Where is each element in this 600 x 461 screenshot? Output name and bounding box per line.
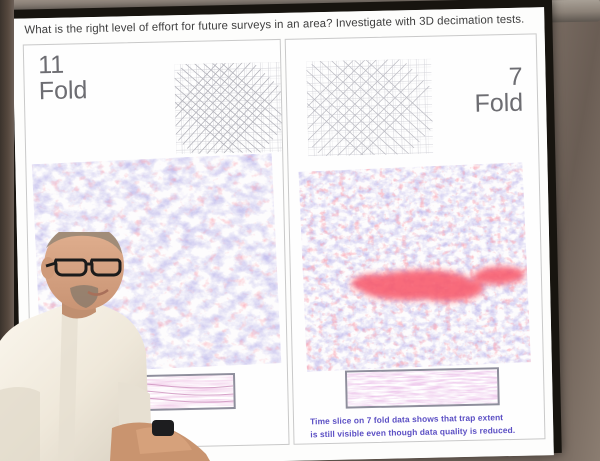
fold-number-left: 11 <box>37 50 65 80</box>
presenter-goatee <box>70 285 99 308</box>
fold-word-left: Fold <box>38 75 88 105</box>
presenter-head <box>44 232 124 310</box>
fold-word-right: Fold <box>474 88 524 118</box>
glasses-icon <box>45 258 122 277</box>
presenter-mouth <box>87 288 109 296</box>
cross-section-7-fold-image <box>346 369 498 407</box>
panel-7-fold: 7 Fold <box>284 33 546 445</box>
slide-title: What is the right level of effort for fu… <box>24 13 525 37</box>
time-slice-7-fold <box>298 162 531 372</box>
presenter <box>0 232 210 461</box>
fold-label-left: 11 Fold <box>37 50 88 105</box>
time-slice-7-fold-image <box>298 162 531 372</box>
remote-clicker[interactable] <box>152 420 174 436</box>
shirt-fold <box>0 387 40 461</box>
acquisition-grid-icon-left <box>174 61 287 155</box>
presenter-hand <box>136 427 192 454</box>
presenter-ear <box>41 257 55 279</box>
fold-number-right: 7 <box>508 62 523 91</box>
shirt-placket <box>58 310 78 461</box>
presenter-hair <box>46 232 122 254</box>
caption-7-fold: Time slice on 7 fold data shows that tra… <box>310 410 538 440</box>
cross-section-7-fold <box>344 367 500 409</box>
acquisition-grid-icon-right <box>306 58 434 157</box>
fold-label-right: 7 Fold <box>474 62 524 118</box>
